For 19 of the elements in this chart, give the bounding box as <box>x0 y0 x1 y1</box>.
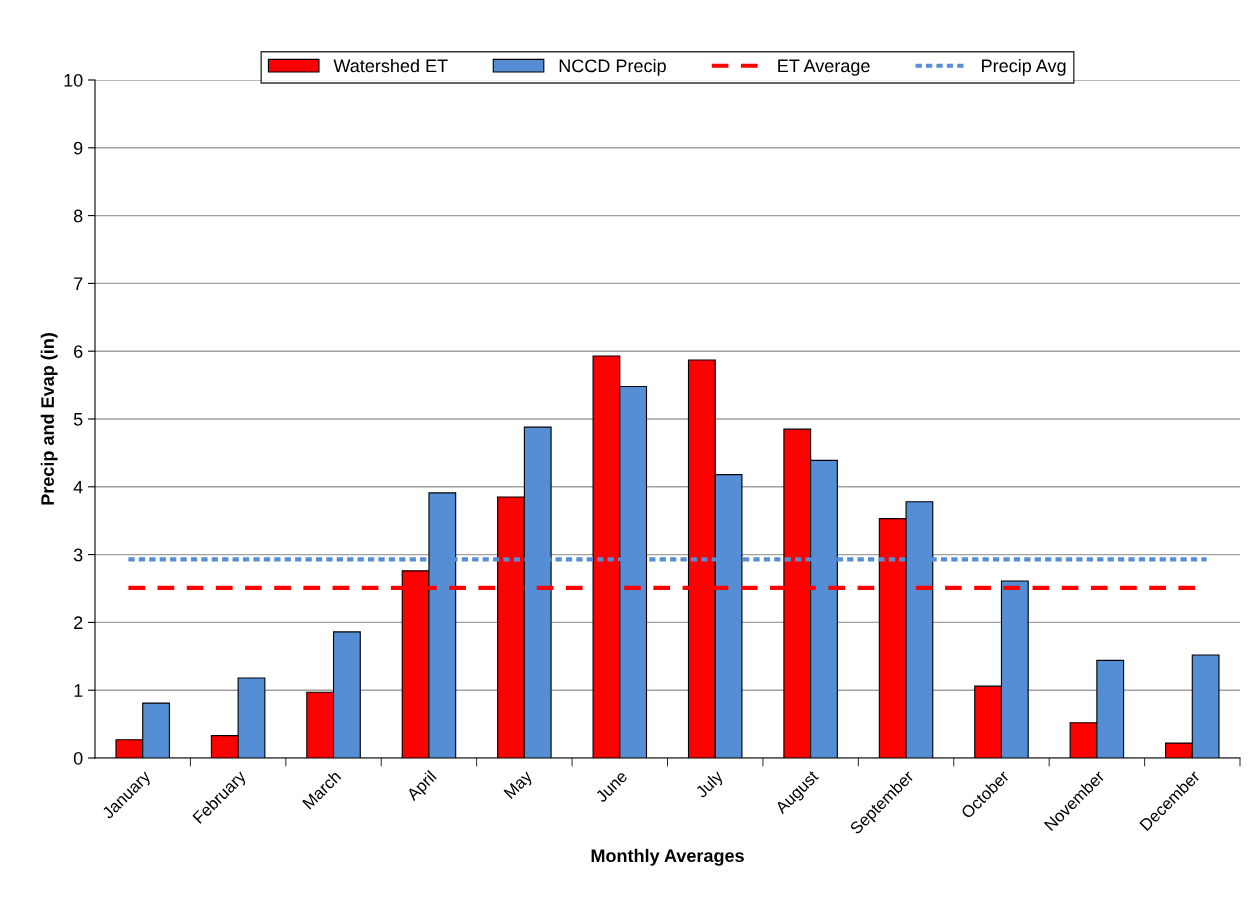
y-tick-label: 3 <box>73 548 83 562</box>
legend-label: ET Average <box>778 59 870 76</box>
y-tick-label: 7 <box>74 277 83 290</box>
legend-label: NCCD Precip <box>559 58 666 76</box>
y-tick-label: 8 <box>73 209 83 223</box>
y-tick-label: 4 <box>73 480 83 494</box>
x-tick-label: May <box>503 769 536 802</box>
y-tick-label: 1 <box>74 684 83 697</box>
y-axis-title: Precip and Evap (in) <box>40 333 58 505</box>
y-tick-label: 5 <box>73 413 83 426</box>
y-tick-label: 6 <box>74 345 83 358</box>
legend-label: Precip Avg <box>982 58 1066 76</box>
x-axis-title: Monthly Averages <box>591 848 744 866</box>
y-tick-label: 10 <box>64 73 83 87</box>
y-tick-label: 9 <box>74 141 83 155</box>
y-tick-label: 0 <box>73 751 83 765</box>
legend-label: Watershed ET <box>333 58 448 73</box>
y-tick-label: 2 <box>74 616 83 629</box>
x-tick-label: July <box>694 769 727 801</box>
